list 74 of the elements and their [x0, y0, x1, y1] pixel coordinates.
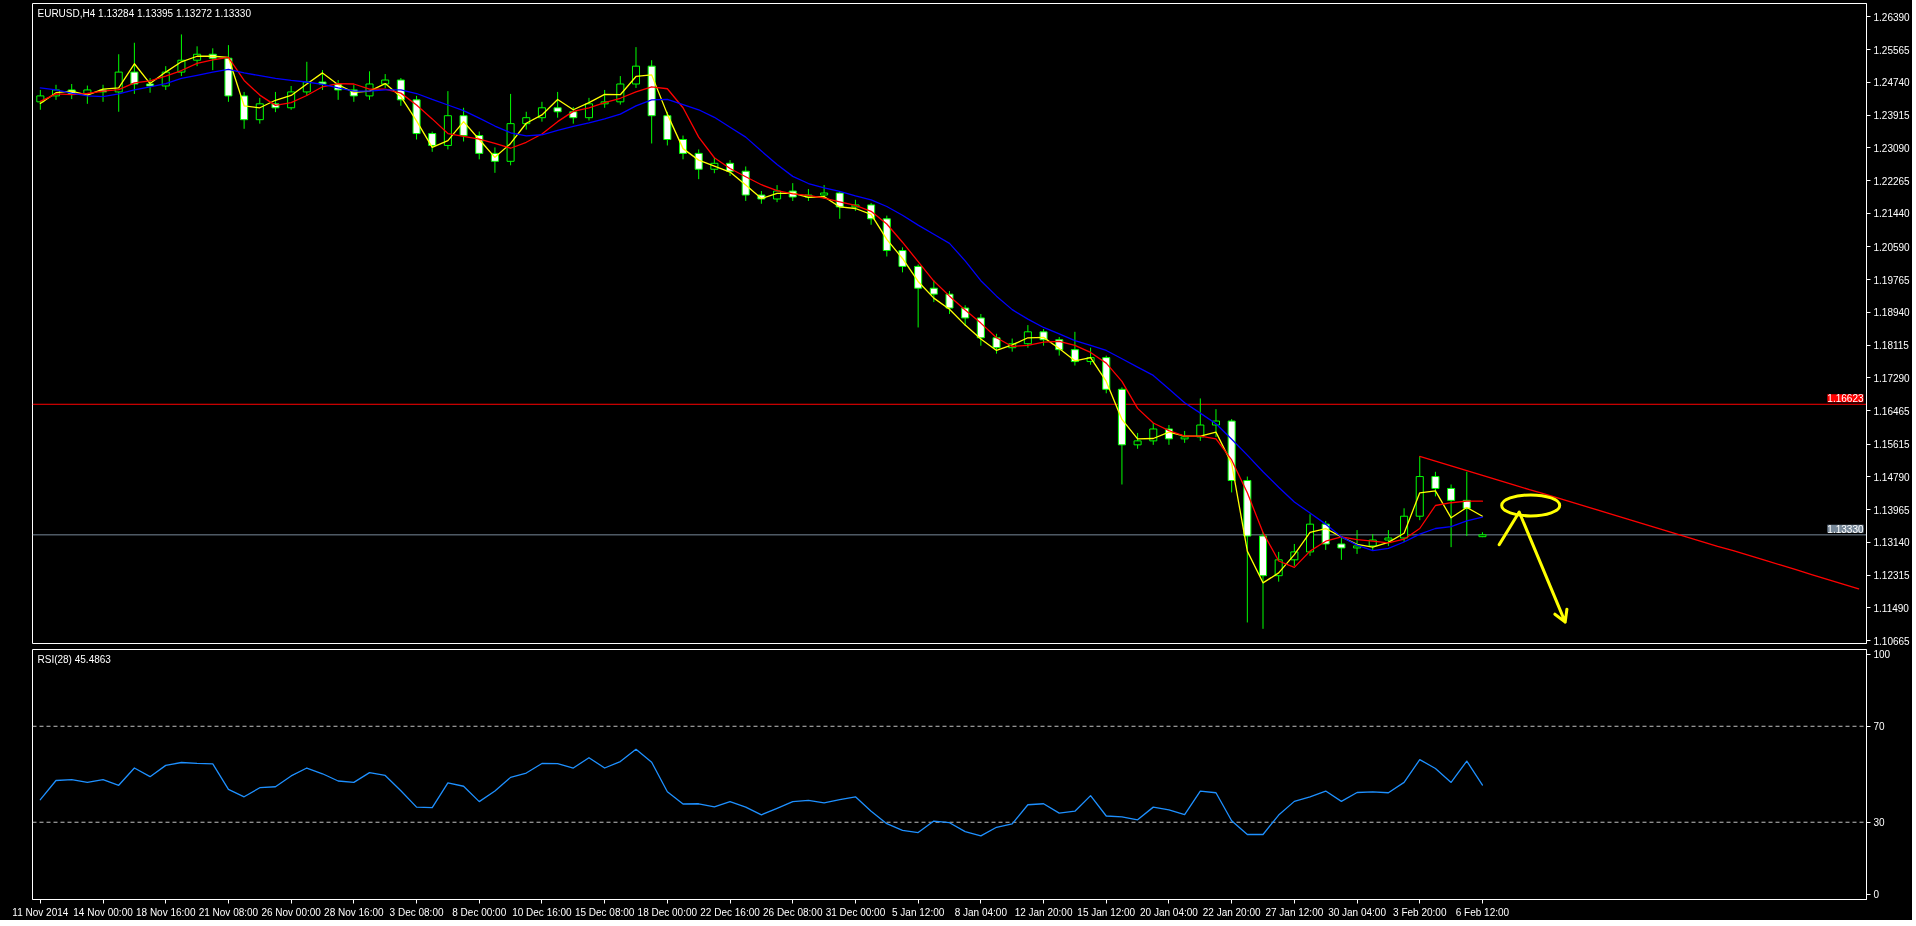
x-tick-label: 11 Nov 2014 — [12, 906, 69, 918]
candlestick — [1353, 529, 1362, 555]
candlestick — [663, 111, 672, 146]
x-tick-label: 12 Jan 20:00 — [1014, 906, 1073, 918]
candlestick — [694, 148, 703, 180]
ref-line-label: 1.16623 — [1827, 393, 1864, 405]
y-tick-label: 30 — [1873, 817, 1886, 829]
y-tick-label: 1.13965 — [1873, 504, 1911, 516]
y-tick-label: 1.18115 — [1873, 340, 1910, 352]
candlestick — [130, 42, 139, 95]
x-tick-label: 6 Feb 12:00 — [1455, 906, 1510, 918]
y-tick-label: 1.11490 — [1873, 602, 1910, 614]
y-tick-label: 1.15615 — [1873, 439, 1911, 451]
x-tick-label: 18 Dec 00:00 — [637, 906, 698, 918]
candlestick — [631, 46, 641, 89]
line-series — [39, 748, 1484, 837]
y-tick-label: 1.14790 — [1873, 471, 1911, 483]
x-tick-label: 26 Dec 08:00 — [763, 906, 823, 918]
y-tick-label: 1.17290 — [1873, 372, 1911, 384]
y-tick-label: 1.18940 — [1873, 307, 1911, 319]
y-tick-label: 1.25565 — [1873, 44, 1911, 56]
x-tick-label: 5 Jan 12:00 — [892, 906, 945, 918]
candlestick — [1337, 537, 1346, 561]
y-tick-label: 1.20590 — [1873, 241, 1911, 253]
x-tick-label: 26 Nov 00:00 — [261, 906, 322, 918]
y-tick-label: 1.10665 — [1873, 635, 1911, 647]
candlestick — [459, 107, 468, 142]
x-tick-label: 18 Nov 16:00 — [136, 906, 196, 918]
x-tick-label: 27 Jan 12:00 — [1265, 906, 1324, 918]
x-tick-label: 31 Dec 00:00 — [825, 906, 886, 918]
candlestick — [992, 333, 1001, 355]
x-tick-label: 15 Jan 12:00 — [1077, 906, 1136, 918]
candlestick — [1149, 422, 1158, 446]
y-tick-label: 1.16465 — [1873, 405, 1911, 417]
y-tick-label: 1.21440 — [1873, 208, 1911, 220]
x-tick-label: 14 Nov 00:00 — [73, 906, 134, 918]
x-tick-label: 20 Jan 04:00 — [1140, 906, 1199, 918]
y-tick-label: 1.19765 — [1873, 274, 1911, 286]
y-tick-label: 1.23090 — [1873, 142, 1911, 154]
y-tick-label: 1.24740 — [1873, 77, 1911, 89]
y-tick-label: 1.12315 — [1873, 570, 1911, 582]
x-tick-label: 15 Dec 08:00 — [574, 906, 635, 918]
y-tick-label: 1.26390 — [1873, 11, 1911, 23]
y-tick-label: 1.22265 — [1873, 175, 1911, 187]
x-tick-label: 21 Nov 08:00 — [198, 906, 259, 918]
x-tick-label: 30 Jan 04:00 — [1328, 906, 1387, 918]
x-tick-label: 3 Dec 08:00 — [389, 906, 444, 918]
candlestick — [318, 69, 327, 91]
x-tick-label: 3 Feb 20:00 — [1393, 906, 1447, 918]
x-tick-label: 22 Dec 16:00 — [700, 906, 761, 918]
y-tick-label: 100 — [1873, 649, 1891, 661]
chart-title: EURUSD,H4 1.13284 1.13395 1.13272 1.13330 — [37, 7, 252, 19]
candlestick — [146, 77, 155, 94]
candlestick — [929, 279, 938, 303]
candlestick — [428, 131, 437, 153]
x-tick-label: 10 Dec 16:00 — [512, 906, 573, 918]
y-tick-label: 1.13140 — [1873, 537, 1911, 549]
candlestick — [1431, 471, 1440, 497]
candlestick — [1023, 324, 1032, 349]
chart-title: RSI(28) 45.4863 — [37, 653, 112, 665]
y-tick-label: 0 — [1873, 889, 1880, 901]
x-tick-label: 28 Nov 16:00 — [324, 906, 385, 918]
candlestick — [1070, 331, 1079, 367]
ref-line-label: 1.13330 — [1827, 523, 1864, 535]
y-tick-label: 1.23915 — [1873, 110, 1911, 122]
x-tick-label: 22 Jan 20:00 — [1202, 906, 1262, 918]
candlestick — [553, 91, 562, 119]
candlestick — [240, 91, 249, 130]
x-tick-label: 8 Dec 00:00 — [452, 906, 507, 918]
y-tick-label: 70 — [1873, 721, 1886, 733]
x-tick-label: 8 Jan 04:00 — [954, 906, 1008, 918]
candlestick — [255, 97, 264, 125]
candlestick — [1447, 483, 1456, 548]
candlestick — [914, 263, 923, 328]
